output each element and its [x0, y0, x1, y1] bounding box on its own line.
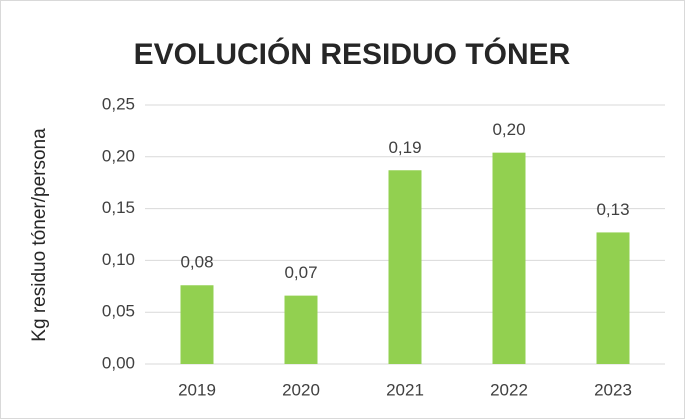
- chart-title: EVOLUCIÓN RESIDUO TÓNER: [134, 37, 571, 71]
- x-tick-label: 2020: [282, 380, 320, 399]
- y-tick-label: 0,10: [102, 250, 135, 269]
- x-tick-label: 2023: [594, 380, 632, 399]
- x-tick-label: 2019: [178, 380, 216, 399]
- y-tick-label: 0,25: [102, 94, 135, 113]
- y-tick-label: 0,00: [102, 353, 135, 372]
- value-label: 0,07: [284, 263, 317, 282]
- value-label: 0,19: [388, 138, 421, 157]
- bar: [492, 152, 526, 364]
- value-label: 0,20: [492, 120, 525, 139]
- x-tick-label: 2021: [386, 380, 424, 399]
- y-tick-label: 0,15: [102, 198, 135, 217]
- value-label: 0,08: [180, 253, 213, 272]
- y-tick-label: 0,20: [102, 146, 135, 165]
- value-label: 0,13: [596, 200, 629, 219]
- bar: [388, 170, 422, 364]
- bar: [596, 232, 630, 364]
- y-axis-label: Kg residuo tóner/persona: [29, 128, 50, 342]
- bar: [180, 285, 214, 364]
- bar: [284, 295, 318, 364]
- y-tick-label: 0,05: [102, 302, 135, 321]
- x-tick-label: 2022: [490, 380, 528, 399]
